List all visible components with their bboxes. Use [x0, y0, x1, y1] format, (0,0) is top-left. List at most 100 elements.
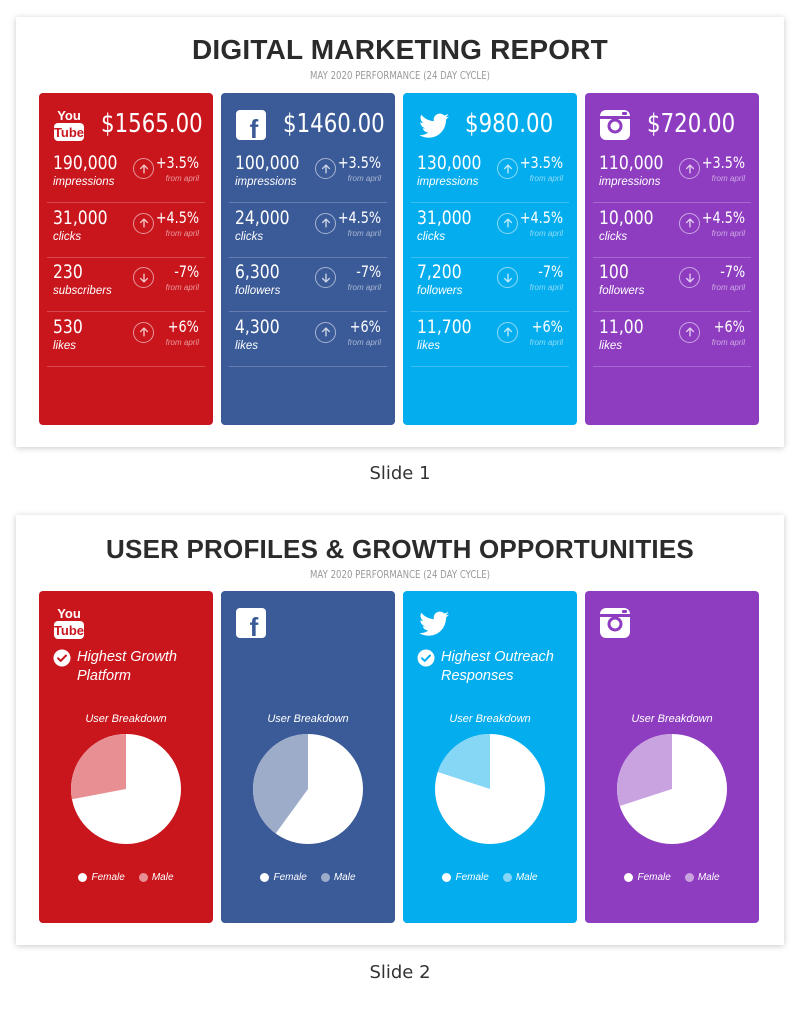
slide-1-caption: Slide 1	[369, 463, 431, 484]
metric-row: 130,000 impressions +3.5% from april	[411, 149, 569, 203]
user-breakdown-pie	[435, 734, 545, 844]
metric-change: +6%	[713, 316, 745, 336]
youtube-icon: You Tube	[53, 605, 85, 641]
arrow-up-icon	[133, 158, 154, 179]
report-card-facebook: f $1460.00 100,000 impressions +3.5% from apr…	[221, 93, 395, 425]
metric-from-label: from april	[347, 283, 381, 292]
legend-label-male: Male	[697, 872, 720, 883]
metric-row: 110,000 impressions +3.5% from april	[593, 149, 751, 203]
arrow-up-icon	[679, 158, 700, 179]
pie-legend: Female Male	[39, 872, 213, 885]
slide-2-subtitle: MAY 2020 PERFORMANCE (24 DAY CYCLE)	[310, 568, 490, 581]
metric-row: 530 likes +6% from april	[47, 313, 205, 367]
breakdown-title: User Breakdown	[267, 713, 349, 725]
breakdown-title: User Breakdown	[85, 713, 167, 725]
twitter-icon	[417, 605, 449, 641]
arrow-up-icon	[315, 212, 336, 234]
pie-slice-male	[71, 734, 126, 800]
metric-from-label: from april	[529, 174, 563, 183]
card-amount: $980.00	[465, 109, 554, 139]
pie-slice-male	[253, 734, 308, 834]
metric-change: +6%	[167, 316, 199, 336]
metric-change: +4.5%	[701, 207, 745, 227]
legend-dot-female	[260, 873, 270, 882]
metric-value: 4,300	[235, 315, 280, 338]
metric-value: 11,700	[417, 315, 472, 338]
highlight-badge: Highest Outreach Responses	[417, 647, 567, 687]
legend-label-male: Male	[515, 872, 538, 883]
metric-value: 6,300	[235, 261, 280, 283]
arrow-up-icon	[679, 212, 700, 234]
legend-male: Male	[502, 872, 538, 883]
pie-legend: Female Male	[221, 872, 395, 885]
metric-label: impressions	[235, 176, 297, 188]
legend-dot-female	[624, 873, 634, 882]
metric-change: +6%	[531, 316, 563, 336]
pie-legend: Female Male	[585, 872, 759, 885]
metric-from-label: from april	[165, 337, 199, 347]
highlight-badge: Highest Growth Platform	[53, 647, 203, 687]
slide-1-title: DIGITAL MARKETING REPORT	[192, 34, 608, 65]
arrow-up-icon	[315, 321, 336, 343]
arrow-down-icon	[679, 267, 700, 288]
twitter-icon	[417, 107, 449, 143]
legend-male: Male	[684, 872, 720, 883]
metric-from-label: from april	[529, 283, 563, 292]
metric-row: 31,000 clicks +4.5% from april	[47, 204, 205, 258]
metric-value: 31,000	[53, 206, 108, 229]
metric-row: 31,000 clicks +4.5% from april	[411, 204, 569, 258]
svg-text:You: You	[57, 108, 81, 123]
svg-text:Tube: Tube	[54, 623, 84, 638]
profile-card-facebook: f User Breakdown Female Male	[221, 591, 395, 923]
report-card-twitter: $980.00 130,000 impressions +3.5% from april…	[403, 93, 577, 425]
metric-label: clicks	[417, 230, 446, 243]
metric-row: 100,000 impressions +3.5% from april	[229, 149, 387, 203]
legend-female: Female	[624, 872, 671, 883]
legend-female: Female	[442, 872, 489, 883]
arrow-up-icon	[315, 158, 336, 179]
svg-text:Tube: Tube	[54, 125, 84, 140]
metric-label: impressions	[599, 176, 661, 188]
metric-label: likes	[53, 339, 77, 352]
metric-label: followers	[599, 285, 645, 297]
metric-label: clicks	[53, 230, 82, 243]
pie-slice-male	[617, 734, 672, 806]
instagram-icon	[599, 107, 631, 143]
metric-row: 11,700 likes +6% from april	[411, 313, 569, 367]
metric-change: -7%	[538, 262, 563, 281]
metric-value: 31,000	[417, 206, 472, 229]
metric-from-label: from april	[711, 174, 745, 183]
metric-label: clicks	[235, 230, 264, 243]
arrow-down-icon	[315, 267, 336, 288]
metric-label: followers	[417, 285, 463, 297]
metric-row: 230 subscribers -7% from april	[47, 258, 205, 312]
metric-change: +4.5%	[155, 207, 199, 227]
metric-change: +4.5%	[519, 207, 563, 227]
user-breakdown-pie	[253, 734, 363, 844]
arrow-up-icon	[497, 158, 518, 179]
badge-text: Highest Outreach Responses	[441, 649, 554, 684]
metric-change: -7%	[720, 262, 745, 281]
metric-value: 110,000	[599, 152, 664, 174]
metric-from-label: from april	[711, 228, 745, 238]
pie-legend: Female Male	[403, 872, 577, 885]
legend-label-female: Female	[91, 872, 125, 883]
metric-value: 7,200	[417, 261, 462, 283]
user-breakdown-pie	[617, 734, 727, 844]
svg-text:You: You	[57, 606, 81, 621]
metric-change: +3.5%	[155, 153, 199, 172]
metric-change: +4.5%	[337, 207, 381, 227]
metric-label: impressions	[53, 176, 115, 188]
profile-card-twitter: Highest Outreach Responses User Breakdown…	[403, 591, 577, 923]
metric-value: 10,000	[599, 206, 654, 229]
metric-from-label: from april	[711, 337, 745, 347]
legend-dot-female	[78, 873, 88, 882]
instagram-icon	[599, 605, 631, 641]
legend-label-male: Male	[333, 872, 356, 883]
arrow-up-icon	[133, 321, 154, 343]
arrow-up-icon	[497, 321, 518, 343]
metric-label: likes	[417, 339, 441, 352]
metric-from-label: from april	[165, 174, 199, 183]
metric-row: 10,000 clicks +4.5% from april	[593, 204, 751, 258]
card-amount: $720.00	[647, 109, 736, 139]
